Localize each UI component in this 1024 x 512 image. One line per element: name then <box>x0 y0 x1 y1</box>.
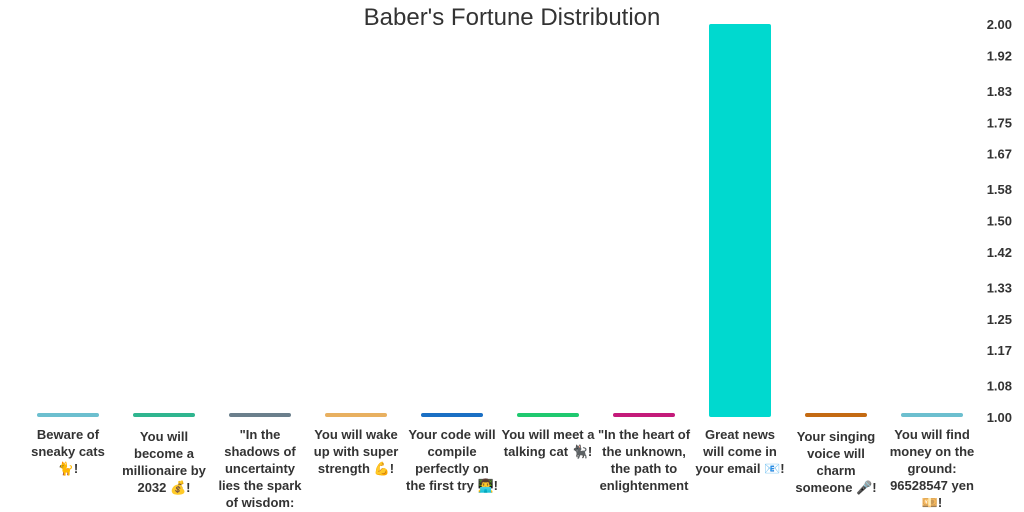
y-tick-label: 1.50 <box>987 214 1012 229</box>
category-label-0: Beware of sneaky cats 🐈! <box>31 427 105 476</box>
category-label-2: "In the shadows of uncertainty lies the … <box>218 427 302 510</box>
y-tick-label: 1.33 <box>987 280 1012 295</box>
bar-4 <box>421 413 483 417</box>
category-label-8: Your singing voice will charm someone 🎤! <box>795 429 877 495</box>
chart-title: Baber's Fortune Distribution <box>363 4 661 31</box>
bar-1 <box>133 413 195 417</box>
bar-3 <box>325 413 387 417</box>
y-tick-label: 1.58 <box>987 182 1012 197</box>
bar-2 <box>229 413 291 417</box>
bar-0 <box>37 413 99 417</box>
y-tick-label: 1.75 <box>987 115 1012 130</box>
bar-6 <box>613 413 675 417</box>
category-label-7: Great news will come in your email 📧! <box>695 427 785 476</box>
y-tick-label: 1.25 <box>987 312 1012 327</box>
y-tick-label: 1.92 <box>987 48 1012 63</box>
bar-5 <box>517 413 579 417</box>
y-tick-label: 1.42 <box>987 245 1012 260</box>
category-label-9: You will find money on the ground: 96528… <box>889 427 975 510</box>
category-label-4: Your code will compile perfectly on the … <box>405 427 499 493</box>
category-label-3: You will wake up with super strength 💪! <box>313 427 399 476</box>
y-tick-label: 1.83 <box>987 84 1012 99</box>
y-tick-label: 1.00 <box>987 410 1012 425</box>
category-label-6: "In the heart of the unknown, the path t… <box>597 427 691 493</box>
category-label-5: You will meet a talking cat 🐈‍⬛! <box>501 427 595 459</box>
category-label-1: You will become a millionaire by 2032 💰! <box>122 429 206 495</box>
y-tick-label: 1.67 <box>987 147 1012 162</box>
y-tick-label: 2.00 <box>987 17 1012 32</box>
bar-8 <box>805 413 867 417</box>
y-tick-label: 1.17 <box>987 343 1012 358</box>
y-tick-label: 1.08 <box>987 379 1012 394</box>
bar-9 <box>901 413 963 417</box>
bar-7 <box>709 24 771 417</box>
